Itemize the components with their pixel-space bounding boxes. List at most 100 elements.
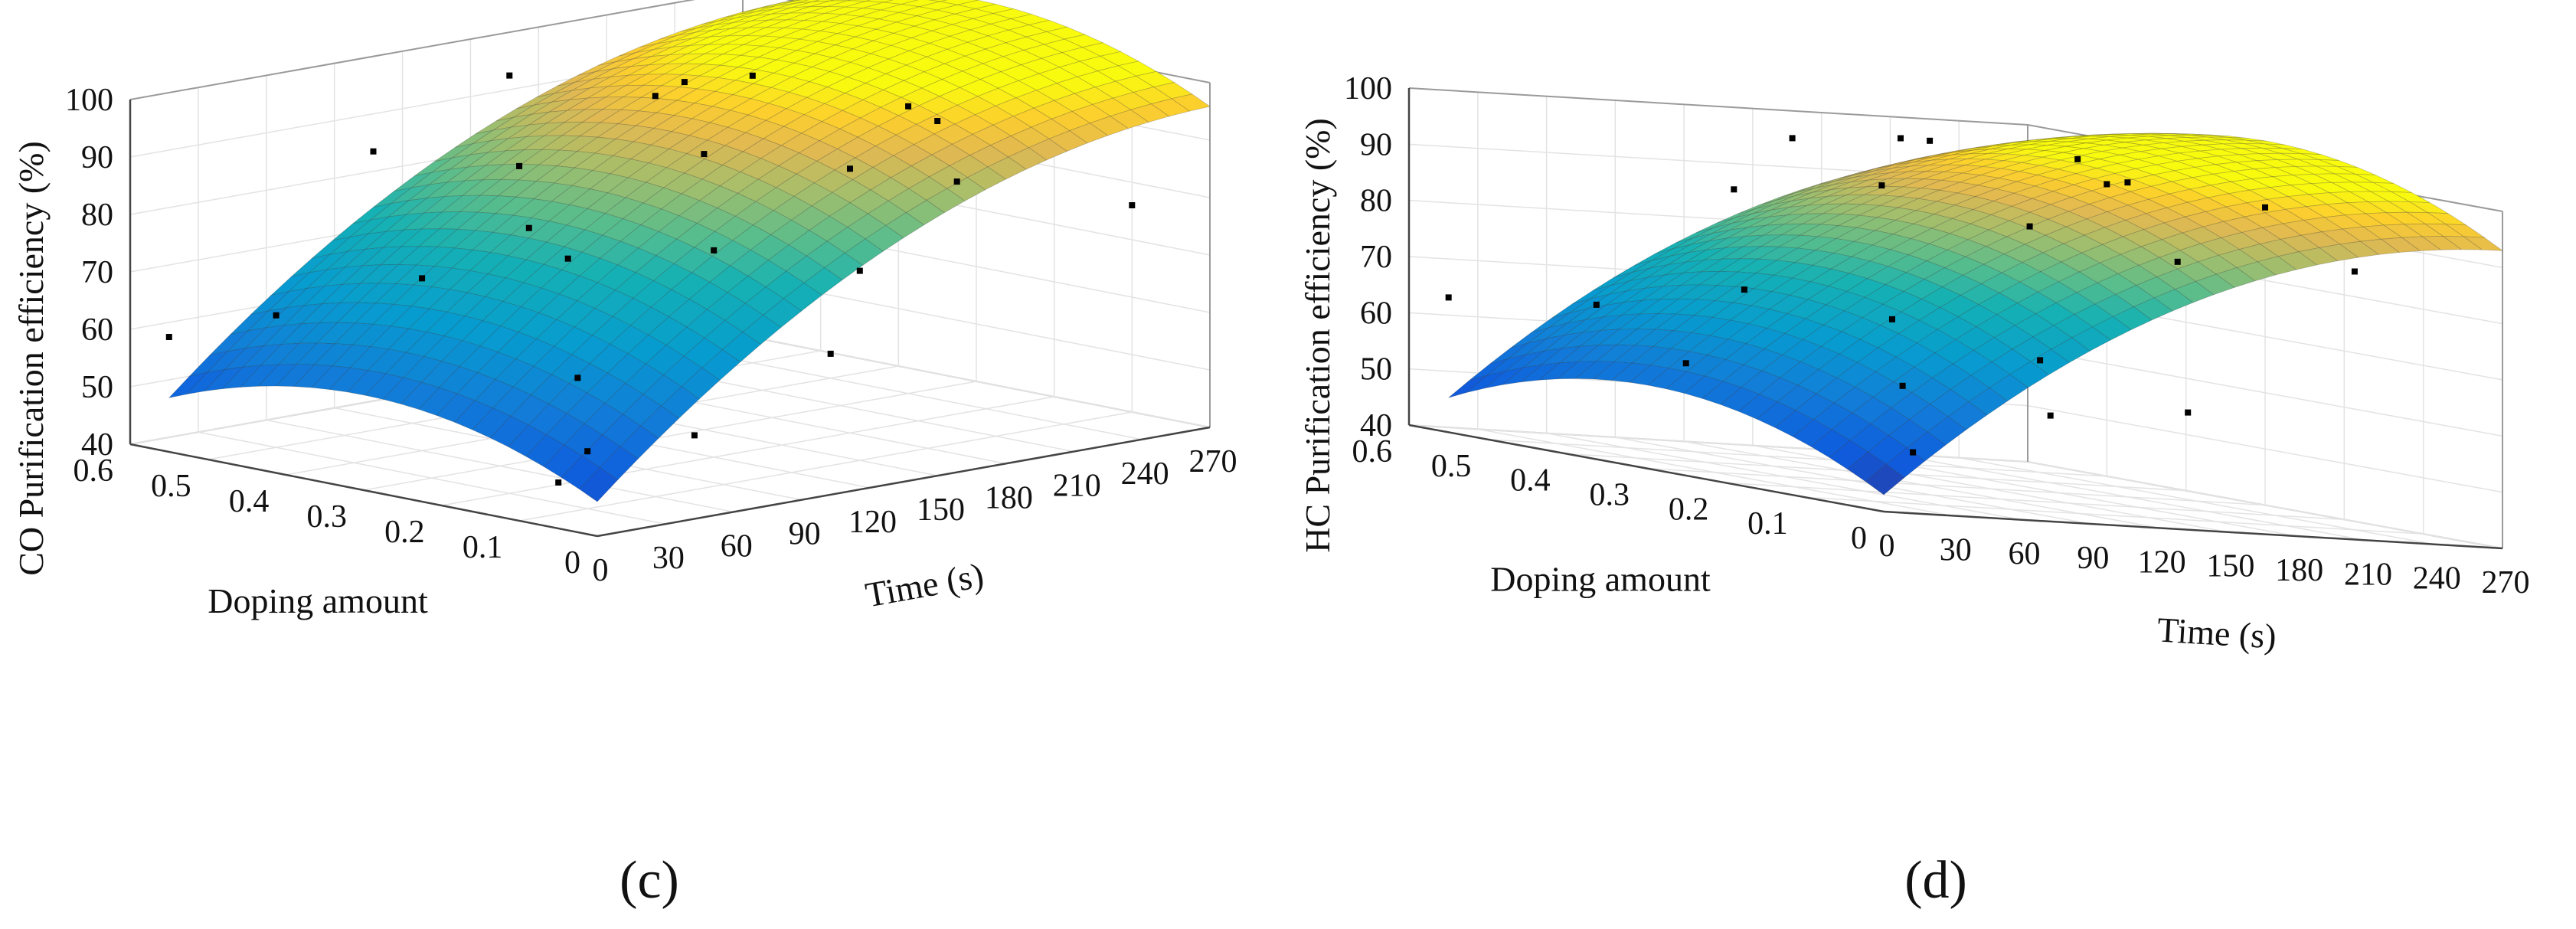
data-point bbox=[2124, 179, 2131, 186]
surface-patch bbox=[796, 41, 836, 54]
surface-patch bbox=[367, 348, 407, 375]
surface-patch bbox=[989, 18, 1031, 31]
x-tick-label: 60 bbox=[721, 528, 753, 564]
surface-patch bbox=[884, 212, 925, 238]
sidewall-grid-z bbox=[2027, 404, 2503, 493]
surface-patch bbox=[1957, 304, 1998, 328]
surface-patch bbox=[1639, 298, 1680, 315]
surface-patch bbox=[824, 93, 864, 111]
data-point bbox=[584, 448, 591, 455]
surface-patch bbox=[1569, 294, 1609, 313]
x-tick-label: 210 bbox=[2344, 557, 2392, 592]
surface-patch bbox=[681, 178, 721, 201]
data-point bbox=[691, 432, 698, 439]
data-point bbox=[1898, 135, 1904, 142]
surface-patch bbox=[1667, 249, 1708, 265]
surface-patch bbox=[793, 53, 834, 67]
surface-patch bbox=[943, 55, 984, 72]
panel-label-d: (d) bbox=[1904, 851, 1967, 910]
z-tick-label: 100 bbox=[65, 83, 113, 118]
surface-patch bbox=[290, 254, 332, 277]
surface-patch bbox=[927, 0, 948, 2]
surface-patch bbox=[1028, 20, 1068, 32]
surface-patch bbox=[907, 176, 948, 201]
surface-patch bbox=[972, 124, 1012, 146]
surface-patch bbox=[918, 96, 959, 115]
data-point bbox=[419, 275, 426, 282]
surface-patch bbox=[804, 12, 843, 22]
x-tick-label: 90 bbox=[789, 517, 821, 552]
surface-patch bbox=[992, 8, 1033, 20]
y-axis-label: Doping amount bbox=[208, 581, 428, 620]
floor-grid-y bbox=[1488, 439, 2107, 477]
surface-patch bbox=[622, 84, 663, 98]
surface-patch bbox=[610, 325, 649, 355]
surface-patch bbox=[1887, 171, 1927, 179]
surface-patch bbox=[617, 110, 658, 126]
data-point bbox=[953, 178, 960, 185]
surface-patch bbox=[655, 238, 695, 264]
surface-patch bbox=[2008, 211, 2049, 228]
x-axis-label: Time (s) bbox=[862, 555, 986, 614]
data-point bbox=[1445, 294, 1452, 301]
surface-patch bbox=[373, 187, 412, 208]
surface-patch bbox=[2034, 136, 2074, 140]
x-tick-label: 270 bbox=[2482, 565, 2530, 600]
z-tick-label: 100 bbox=[1344, 71, 1392, 106]
surface-patch bbox=[819, 23, 858, 34]
surface-patch bbox=[364, 373, 404, 400]
surface-patch bbox=[2014, 313, 2055, 338]
surface-patch bbox=[881, 4, 920, 13]
surface-patch bbox=[2093, 133, 2133, 136]
data-point bbox=[1741, 286, 1747, 293]
y-tick-label: 0.5 bbox=[1431, 449, 1472, 484]
x-tick-label: 90 bbox=[2077, 541, 2109, 576]
surface-patch bbox=[718, 11, 757, 21]
surface-patch bbox=[357, 283, 397, 304]
surface-patch bbox=[857, 126, 897, 147]
surface-patch bbox=[974, 105, 1015, 126]
surface-patch bbox=[2052, 136, 2091, 139]
surface-patch bbox=[910, 154, 950, 178]
surface-patch bbox=[2024, 234, 2064, 254]
surface-patch bbox=[806, 5, 846, 14]
surface-patch bbox=[1068, 123, 1109, 144]
surface-patch bbox=[768, 12, 808, 21]
box-edge bbox=[1408, 87, 2028, 126]
surface-patch bbox=[863, 2, 902, 11]
surface-patch bbox=[946, 177, 986, 201]
surface-patch bbox=[645, 167, 685, 188]
surface-patch bbox=[716, 67, 757, 81]
surface-patch bbox=[538, 149, 579, 167]
x-tick-label: 270 bbox=[1189, 444, 1237, 479]
surface-patch bbox=[489, 234, 530, 257]
surface-patch bbox=[1897, 154, 1937, 164]
surface-patch bbox=[1564, 316, 1604, 335]
surface-patch bbox=[1732, 209, 1771, 224]
data-point bbox=[749, 72, 756, 79]
surface-patch bbox=[788, 230, 828, 257]
data-point bbox=[2037, 357, 2044, 364]
surface-patch bbox=[811, 191, 851, 217]
surface-patch bbox=[894, 15, 936, 27]
surface-patch bbox=[979, 71, 1020, 89]
surface-patch bbox=[1629, 365, 1670, 386]
surface-patch bbox=[1043, 38, 1084, 54]
data-point bbox=[856, 267, 863, 274]
surface-patch bbox=[719, 171, 760, 194]
surface-patch bbox=[1094, 80, 1135, 99]
x-tick-label: 240 bbox=[1121, 456, 1169, 492]
surface-patch bbox=[1807, 195, 1846, 206]
surface-patch bbox=[803, 267, 843, 296]
surface-patch bbox=[595, 58, 634, 73]
surface-patch bbox=[655, 100, 696, 116]
surface-patch bbox=[418, 387, 458, 416]
surface-patch bbox=[897, 105, 938, 125]
surface-patch bbox=[1702, 381, 1742, 405]
surface-patch bbox=[1892, 159, 1931, 168]
data-point bbox=[1129, 202, 1136, 208]
surface-patch bbox=[2297, 247, 2339, 266]
surface-patch bbox=[372, 303, 413, 327]
surface-patch bbox=[574, 68, 613, 83]
surface-patch bbox=[2138, 257, 2179, 277]
